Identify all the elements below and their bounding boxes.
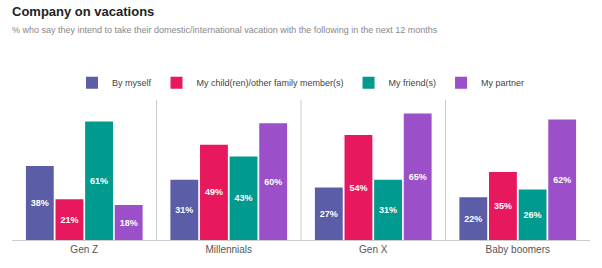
svg-text:31%: 31% <box>175 205 193 215</box>
svg-text:21%: 21% <box>60 215 78 225</box>
svg-text:38%: 38% <box>31 198 49 208</box>
svg-text:22%: 22% <box>464 214 482 224</box>
svg-text:18%: 18% <box>120 218 138 228</box>
svg-text:65%: 65% <box>409 172 427 182</box>
svg-text:By myself: By myself <box>112 78 152 88</box>
svg-text:43%: 43% <box>235 193 253 203</box>
svg-text:62%: 62% <box>553 175 571 185</box>
svg-text:60%: 60% <box>264 177 282 187</box>
svg-text:Company on vacations% who say: Company on vacations% who say they inten… <box>12 4 438 35</box>
svg-text:49%: 49% <box>205 187 223 197</box>
svg-text:27%: 27% <box>320 209 338 219</box>
svg-text:61%: 61% <box>90 176 108 186</box>
svg-text:54%: 54% <box>349 183 367 193</box>
svg-text:Baby boomers: Baby boomers <box>486 244 550 255</box>
svg-text:35%: 35% <box>494 201 512 211</box>
svg-text:Gen Z: Gen Z <box>70 244 98 255</box>
svg-text:My friend(s): My friend(s) <box>389 78 437 88</box>
svg-text:My partner: My partner <box>481 78 524 88</box>
svg-text:Millennials: Millennials <box>205 244 252 255</box>
svg-text:My child(ren)/other family mem: My child(ren)/other family member(s) <box>197 78 344 88</box>
svg-text:26%: 26% <box>524 210 542 220</box>
svg-text:Gen X: Gen X <box>359 244 388 255</box>
svg-text:31%: 31% <box>379 205 397 215</box>
